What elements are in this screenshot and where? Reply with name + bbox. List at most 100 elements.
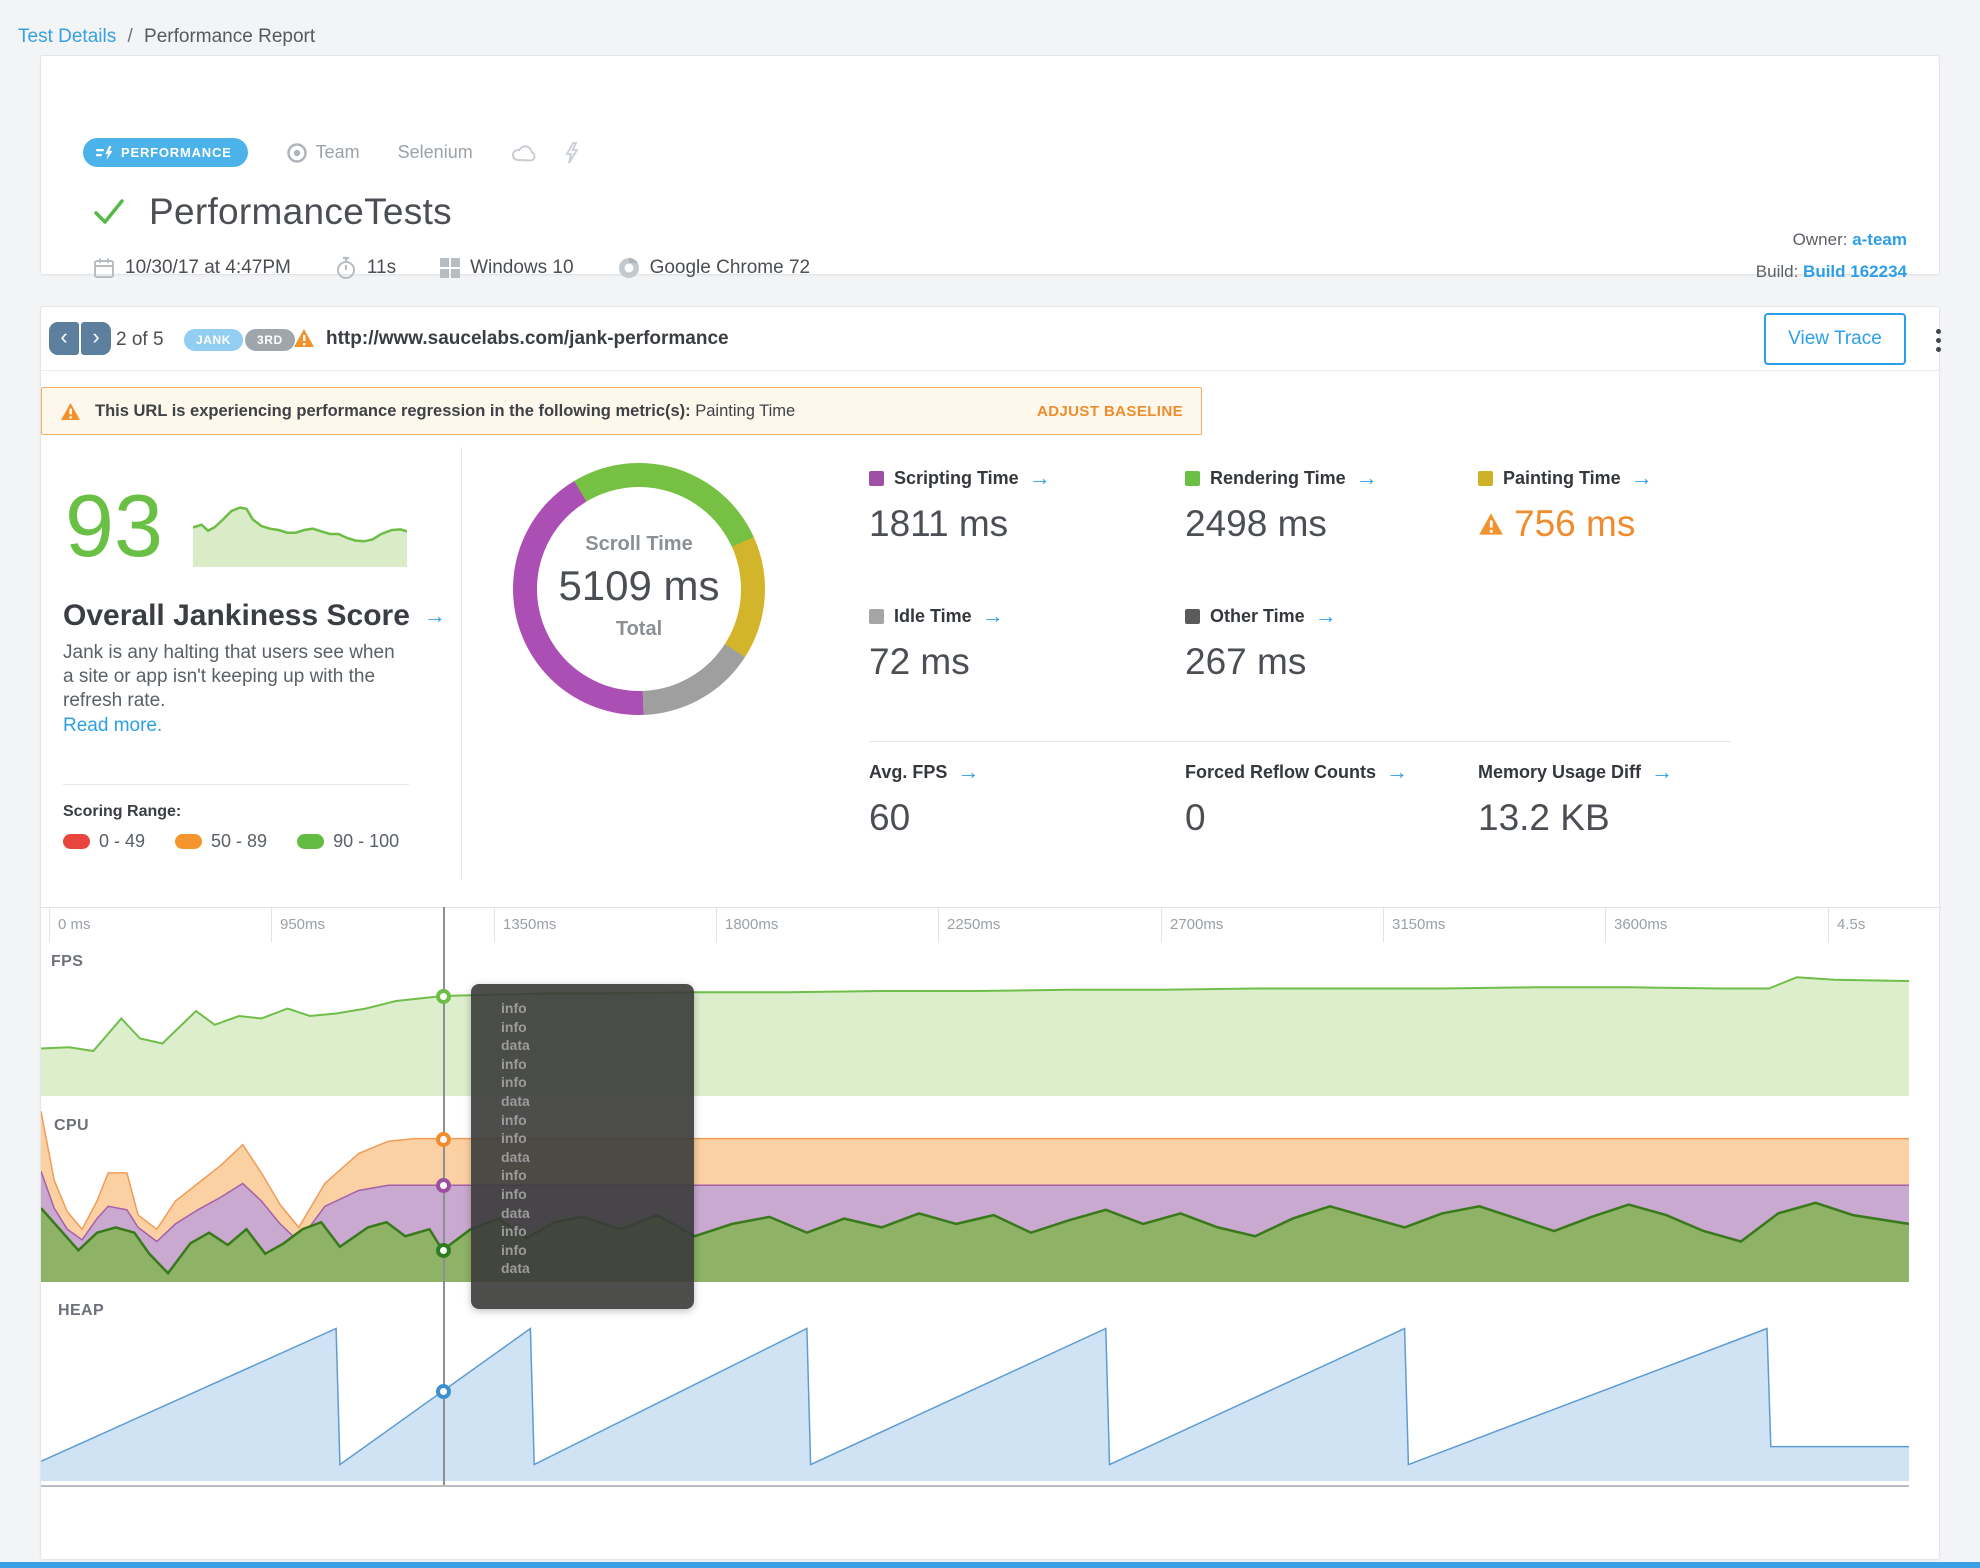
tick-label: 2700ms — [1170, 916, 1224, 933]
owner-label: Owner: — [1792, 230, 1848, 249]
owner-build-box: Owner: a-team Build: Build 162234 — [1756, 224, 1907, 288]
tick-line — [494, 908, 495, 942]
adjust-baseline-button[interactable]: ADJUST BASELINE — [1036, 402, 1183, 420]
tooltip-line: info — [501, 1241, 527, 1258]
test-os: Windows 10 — [440, 257, 574, 279]
cursor-marker[interactable] — [436, 1383, 451, 1399]
test-summary-card: PERFORMANCE Team Selenium — [40, 55, 1940, 281]
metric-value: 72 ms — [869, 641, 970, 682]
metric-arrow-link[interactable]: → — [1651, 759, 1674, 784]
tick-label: 0 ms — [58, 916, 91, 933]
tooltip-line: info — [501, 1185, 527, 1202]
cursor-marker[interactable] — [436, 1178, 451, 1194]
tick-label: 1350ms — [503, 916, 557, 933]
range-label: 50 - 89 — [211, 831, 268, 851]
scoring-range-item: 50 - 89 — [175, 831, 267, 852]
test-date: 10/30/17 at 4:47PM — [93, 257, 291, 279]
test-browser: Google Chrome 72 — [618, 257, 810, 279]
tick-line — [1828, 908, 1829, 942]
metric-memory-usage-diff: Memory Usage Diff → 13.2 KB — [1478, 759, 1673, 839]
metric-arrow-link[interactable]: → — [1028, 465, 1051, 490]
check-icon — [94, 199, 124, 224]
next-url-button[interactable]: › — [81, 322, 111, 355]
metric-color-square — [1185, 608, 1200, 624]
test-os-label: Windows 10 — [470, 257, 574, 278]
build-link[interactable]: Build 162234 — [1803, 262, 1907, 281]
column-divider — [461, 447, 462, 879]
alert-warning-icon — [61, 402, 80, 420]
tick-line — [938, 908, 939, 942]
scoring-range-label: Scoring Range: — [63, 803, 182, 820]
scoring-range-legend: 0 - 49 50 - 89 90 - 100 — [63, 831, 399, 852]
metric-value: 2498 ms — [1185, 503, 1327, 544]
metric-label: Forced Reflow Counts — [1185, 761, 1377, 782]
meta-row: 10/30/17 at 4:47PM 11s Windows 10 — [93, 256, 810, 280]
score-divider — [63, 784, 409, 785]
tick-line — [1383, 908, 1384, 942]
tooltip-line: info — [501, 1074, 527, 1091]
range-color-pill — [297, 834, 325, 849]
metric-avg-fps: Avg. FPS → 60 — [869, 759, 979, 839]
fps-chart[interactable] — [41, 971, 1909, 1096]
build-label: Build: — [1755, 262, 1799, 281]
range-label: 0 - 49 — [99, 831, 146, 851]
tooltip-line: data — [501, 1037, 530, 1054]
build-row: Build: Build 162234 — [1756, 256, 1907, 288]
metric-arrow-link[interactable]: → — [957, 759, 980, 784]
tooltip-line: data — [501, 1260, 530, 1277]
breadcrumb-link-test-details[interactable]: Test Details — [18, 26, 117, 47]
prev-url-button[interactable]: ‹ — [49, 322, 79, 355]
cursor-marker[interactable] — [436, 1243, 451, 1259]
cpu-chart[interactable] — [41, 1106, 1909, 1282]
tooltip-line: info — [501, 1055, 527, 1072]
heap-chart[interactable] — [41, 1317, 1909, 1481]
metric-value: 756 ms — [1478, 503, 1653, 545]
metric-other-time: Other Time → 267 ms — [1185, 603, 1337, 683]
metric-arrow-link[interactable]: → — [1386, 759, 1409, 784]
metrics-divider — [869, 741, 1731, 742]
lightning-icon — [565, 141, 579, 163]
fps-section-label: FPS — [51, 953, 84, 970]
kebab-menu-icon[interactable] — [1926, 320, 1950, 360]
breadcrumb-separator: / — [127, 26, 133, 47]
read-more-link[interactable]: Read more. — [63, 715, 163, 736]
metric-label: Scripting Time — [894, 467, 1019, 488]
metric-color-square — [869, 608, 884, 624]
metric-arrow-link[interactable]: → — [1355, 465, 1378, 490]
metric-arrow-link[interactable]: → — [981, 603, 1004, 628]
heap-baseline — [41, 1485, 1909, 1487]
cursor-marker[interactable] — [436, 988, 451, 1004]
donut-value: 5109 ms — [558, 562, 720, 609]
owner-link[interactable]: a-team — [1852, 230, 1907, 249]
bolt-lines-icon — [96, 145, 113, 160]
jankiness-score-value: 93 — [65, 476, 163, 575]
test-date-label: 10/30/17 at 4:47PM — [125, 257, 291, 278]
jankiness-score-arrow-link[interactable]: → — [423, 603, 446, 628]
calendar-icon — [94, 258, 114, 278]
metric-label: Rendering Time — [1210, 467, 1346, 488]
tick-line — [716, 908, 717, 942]
metric-forced-reflow-counts: Forced Reflow Counts → 0 — [1185, 759, 1408, 839]
tooltip-line: data — [501, 1148, 530, 1165]
metric-arrow-link[interactable]: → — [1630, 465, 1653, 490]
metric-value: 60 — [869, 797, 911, 838]
bottom-accent-bar — [0, 1562, 1980, 1568]
framework-label: Selenium — [397, 142, 473, 162]
tooltip-line: info — [501, 1130, 527, 1147]
tooltip-line: info — [501, 1018, 527, 1035]
team-label: Team — [315, 142, 360, 162]
page-title: PerformanceTests — [149, 191, 452, 232]
timeline-cursor[interactable] — [443, 907, 445, 1485]
metric-arrow-link[interactable]: → — [1314, 603, 1337, 628]
third-party-badge: 3RD — [245, 329, 295, 351]
cursor-marker[interactable] — [436, 1131, 451, 1147]
metric-label: Idle Time — [894, 605, 972, 626]
metric-rendering-time: Rendering Time → 2498 ms — [1185, 465, 1378, 545]
regression-alert: This URL is experiencing performance reg… — [41, 387, 1202, 435]
metric-idle-time: Idle Time → 72 ms — [869, 603, 1004, 683]
url-warning-icon — [293, 328, 315, 348]
windows-icon — [440, 258, 461, 278]
view-trace-button[interactable]: View Trace — [1764, 313, 1906, 365]
metric-scripting-time: Scripting Time → 1811 ms — [869, 465, 1051, 545]
